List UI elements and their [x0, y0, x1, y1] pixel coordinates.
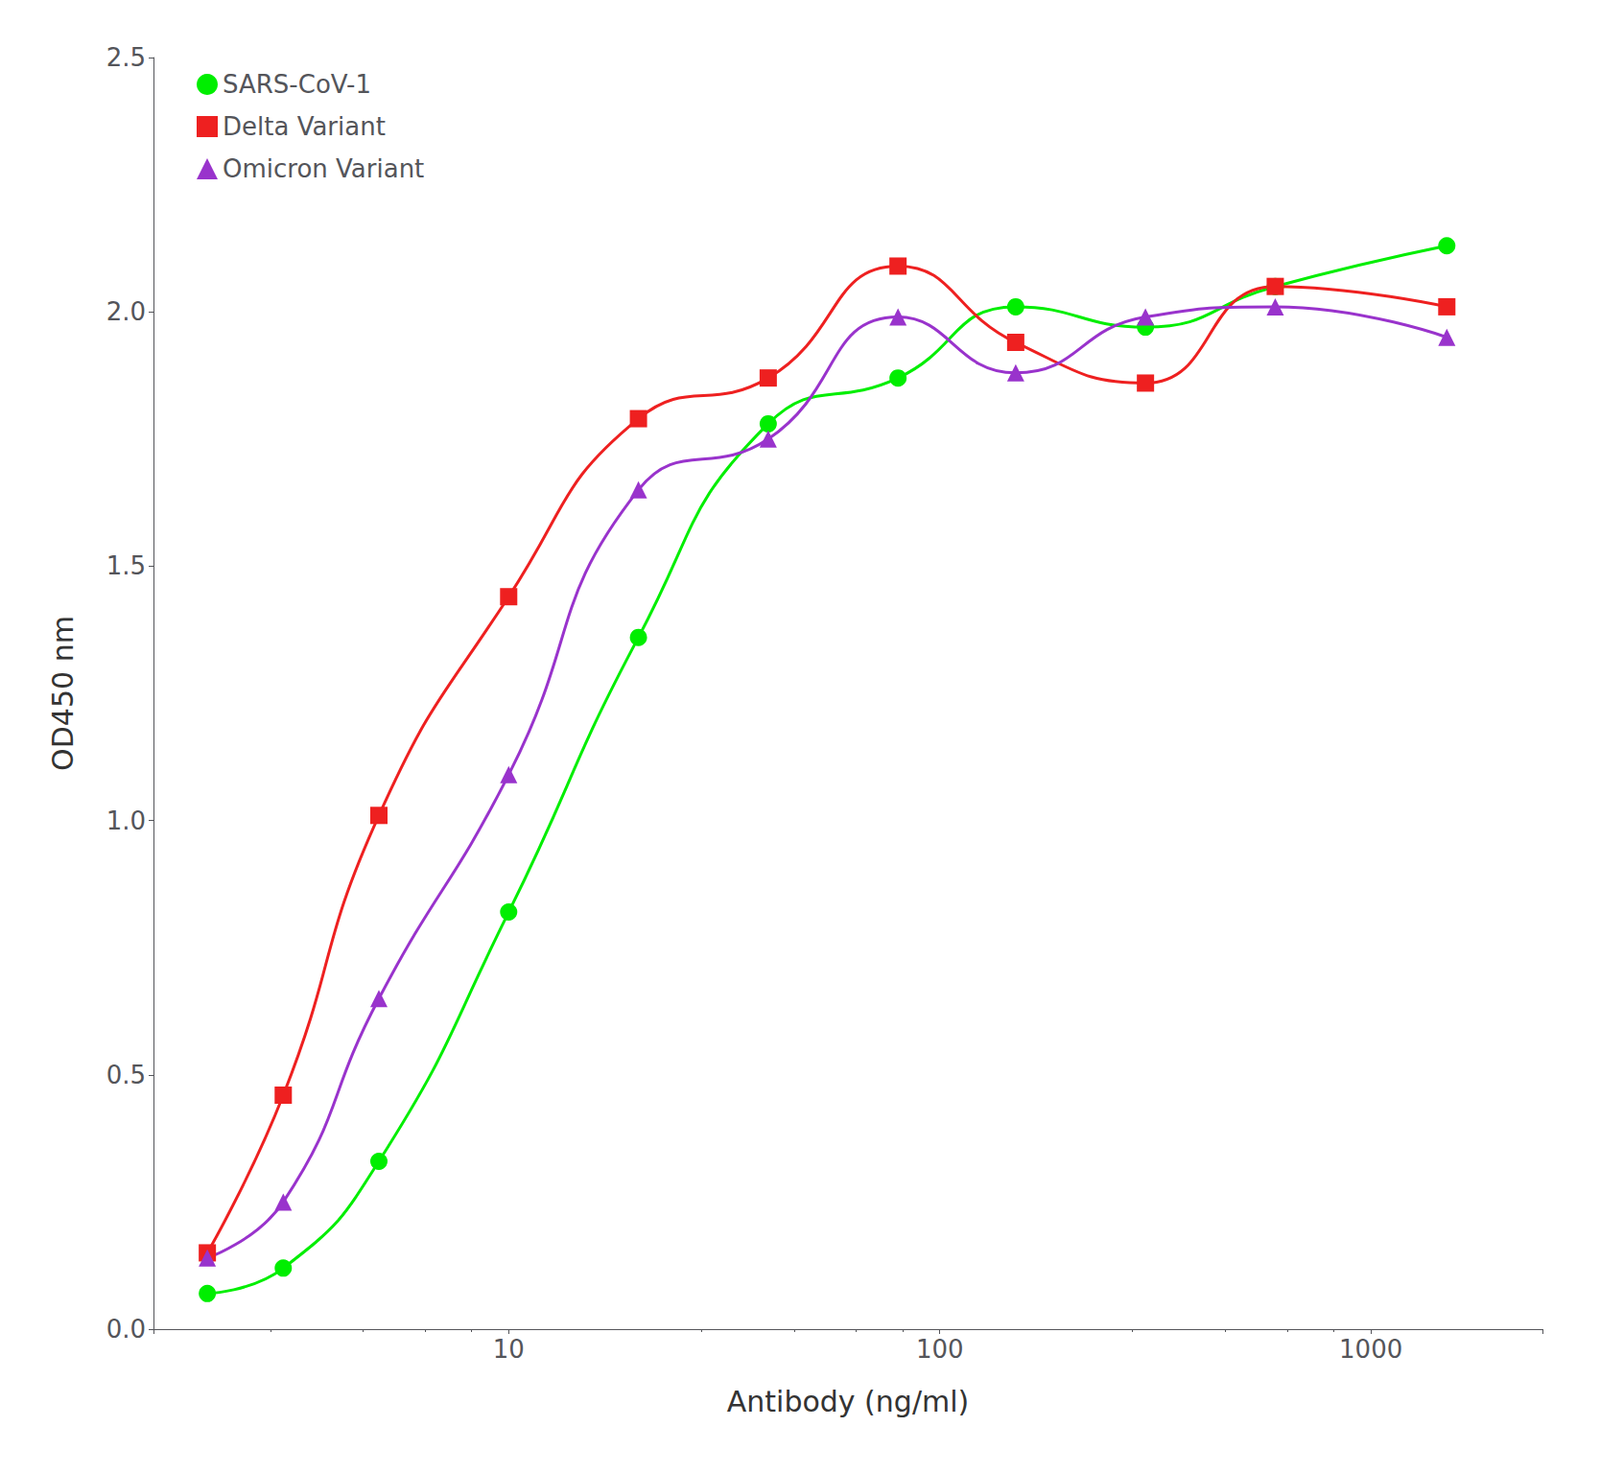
svg-text:1.5: 1.5 [106, 551, 146, 581]
svg-text:2.0: 2.0 [106, 297, 146, 327]
svg-text:SARS-CoV-1: SARS-CoV-1 [222, 70, 372, 99]
svg-text:0.0: 0.0 [106, 1315, 146, 1344]
svg-text:Antibody (ng/ml): Antibody (ng/ml) [727, 1385, 970, 1419]
svg-text:2.5: 2.5 [106, 43, 146, 72]
svg-text:1.0: 1.0 [106, 806, 146, 836]
svg-text:10: 10 [493, 1335, 525, 1365]
svg-text:1000: 1000 [1339, 1335, 1403, 1365]
svg-text:Delta Variant: Delta Variant [222, 112, 386, 142]
svg-text:Omicron Variant: Omicron Variant [222, 154, 424, 184]
svg-text:0.5: 0.5 [106, 1060, 146, 1090]
svg-text:100: 100 [916, 1335, 965, 1365]
svg-text:OD450 nm: OD450 nm [46, 615, 80, 772]
